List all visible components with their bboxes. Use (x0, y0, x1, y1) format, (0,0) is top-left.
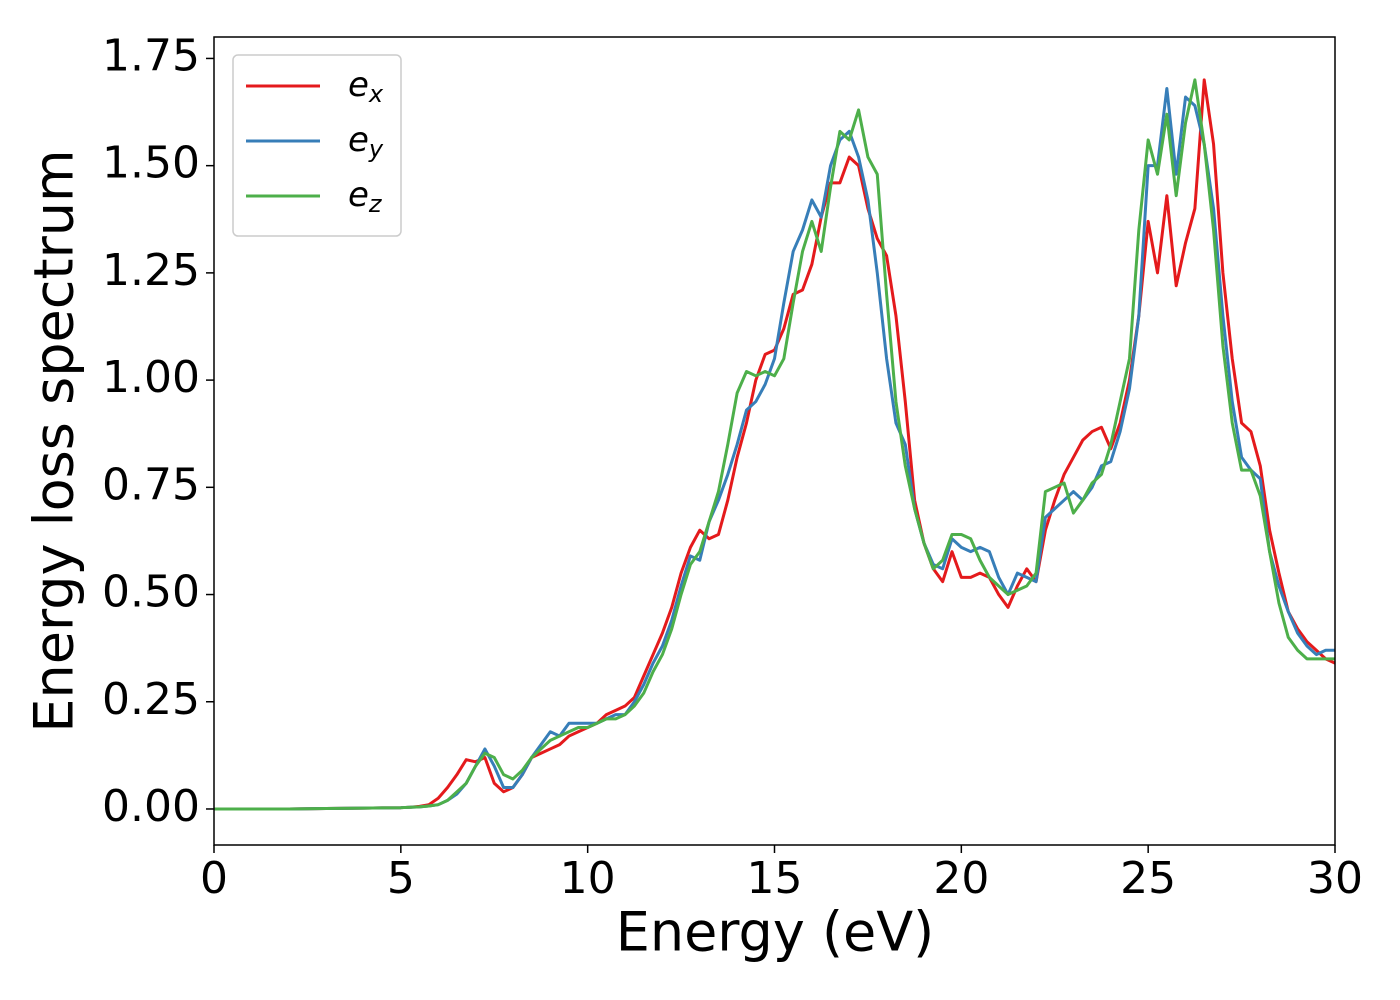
x-tick-label: 5 (387, 853, 415, 904)
y-tick-label: 0.50 (102, 567, 200, 618)
y-axis-label: Energy loss spectrum (23, 149, 86, 732)
x-tick-label: 25 (1120, 853, 1176, 904)
legend-box (232, 54, 402, 237)
x-tick-label: 0 (200, 853, 228, 904)
x-axis-label: Energy (eV) (616, 901, 935, 964)
y-tick-label: 1.50 (102, 138, 200, 189)
x-tick-label: 20 (933, 853, 989, 904)
legend-label: ez (348, 175, 383, 219)
legend-label: ey (348, 120, 384, 164)
y-tick-label: 1.75 (102, 30, 200, 81)
y-tick-label: 0.25 (102, 674, 200, 725)
legend-label: ex (348, 65, 384, 109)
x-tick-label: 10 (560, 853, 616, 904)
y-tick-label: 1.25 (102, 245, 200, 296)
axes-frame (213, 36, 1336, 846)
data-line (214, 78, 1335, 811)
x-tick-label: 30 (1307, 853, 1363, 904)
y-tick-label: 0.75 (102, 459, 200, 510)
y-tick-label: 1.00 (102, 352, 200, 403)
y-tick-label: 0.00 (102, 781, 200, 832)
x-tick-label: 15 (747, 853, 803, 904)
